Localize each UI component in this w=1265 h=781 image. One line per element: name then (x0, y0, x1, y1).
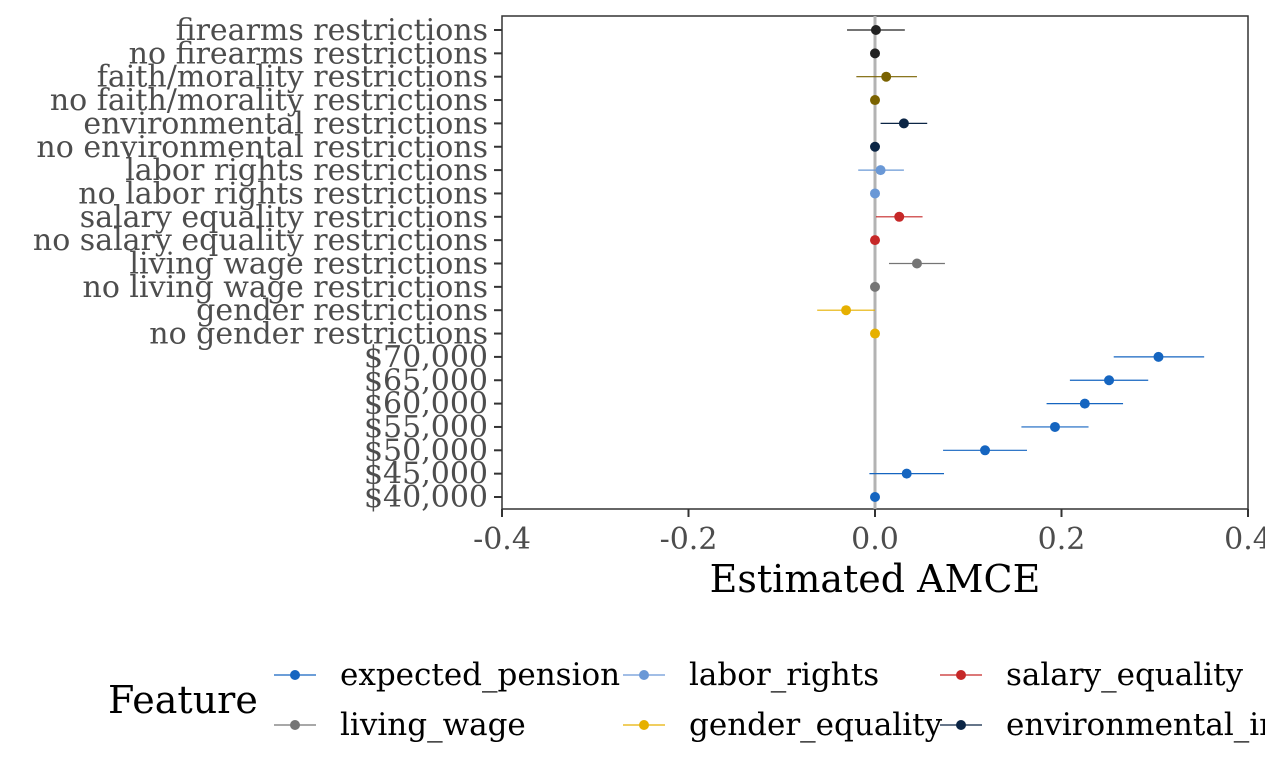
y-tick-label: no environmental restrictions (36, 130, 488, 165)
legend-key-dot (639, 670, 649, 680)
legend-label: salary_equality (1006, 657, 1244, 693)
point-estimate (1079, 398, 1090, 409)
point-estimate (870, 235, 880, 246)
point-estimate (870, 328, 880, 339)
point-estimate (1049, 421, 1060, 432)
point-estimate (870, 25, 881, 35)
y-tick-label: environmental restrictions (83, 106, 488, 141)
y-tick-label: $70,000 (364, 340, 488, 375)
x-tick-label: 0.4 (1224, 522, 1265, 557)
y-tick-label: no faith/morality restrictions (50, 83, 488, 118)
legend-label: environmental_im (1006, 707, 1265, 743)
legend: Feature expected_pension living_wage labor… (108, 657, 1265, 743)
y-tick-label: faith/morality restrictions (97, 60, 488, 95)
y-tick-label: $45,000 (364, 457, 488, 492)
point-estimates (841, 25, 1164, 502)
x-tick-label: -0.2 (660, 522, 718, 557)
point-estimate (870, 188, 880, 199)
legend-label: expected_pension (340, 657, 620, 693)
legend-label: gender_equality (689, 707, 943, 743)
point-estimate (911, 258, 922, 269)
point-estimate (1153, 351, 1164, 362)
legend-key-dot (290, 670, 300, 680)
y-tick-label: $65,000 (364, 363, 488, 398)
x-tick-label: -0.4 (473, 522, 531, 557)
y-tick-label: no labor rights restrictions (78, 176, 488, 211)
y-tick-label: $40,000 (364, 480, 488, 515)
y-tick-label: no living wage restrictions (83, 270, 488, 305)
legend-items: expected_pension living_wage labor_rightsg… (274, 657, 1265, 743)
point-estimate (870, 281, 880, 292)
y-tick-label: no salary equality restrictions (33, 223, 488, 258)
y-tick-label: $55,000 (364, 410, 488, 445)
point-estimate (870, 48, 880, 59)
point-estimate (841, 305, 852, 316)
x-axis-title: Estimated AMCE (710, 557, 1041, 601)
point-estimate (1104, 375, 1115, 386)
y-tick-label: salary equality restrictions (80, 200, 488, 235)
y-tick-label: no gender restrictions (149, 317, 488, 352)
legend-title: Feature (108, 678, 258, 722)
legend-key-dot (290, 720, 300, 730)
point-estimate (881, 71, 892, 82)
legend-key-dot (639, 720, 649, 730)
y-tick-label: labor rights restrictions (125, 153, 488, 188)
y-tick-label: $60,000 (364, 387, 488, 422)
point-estimate (875, 165, 886, 176)
point-estimate (898, 118, 909, 129)
y-tick-label: $50,000 (364, 433, 488, 468)
point-estimate (870, 492, 880, 502)
y-tick-label: firearms restrictions (176, 13, 488, 48)
x-axis: -0.4 -0.2 0.0 0.2 0.4 (473, 509, 1265, 557)
point-estimate (870, 95, 880, 106)
point-estimate (901, 468, 912, 479)
y-tick-label: living wage restrictions (129, 247, 488, 282)
legend-label: living_wage (340, 707, 526, 743)
point-estimate (894, 211, 905, 222)
legend-key-dot (956, 670, 966, 680)
y-tick-label: no firearms restrictions (129, 36, 488, 71)
y-tick-label: gender restrictions (196, 293, 488, 328)
point-estimate (980, 445, 991, 456)
plot-area (501, 15, 1249, 510)
point-estimate (870, 141, 880, 152)
legend-label: labor_rights (689, 657, 879, 693)
x-tick-label: 0.0 (851, 522, 899, 557)
legend-key-dot (956, 720, 966, 730)
x-tick-label: 0.2 (1038, 522, 1086, 557)
